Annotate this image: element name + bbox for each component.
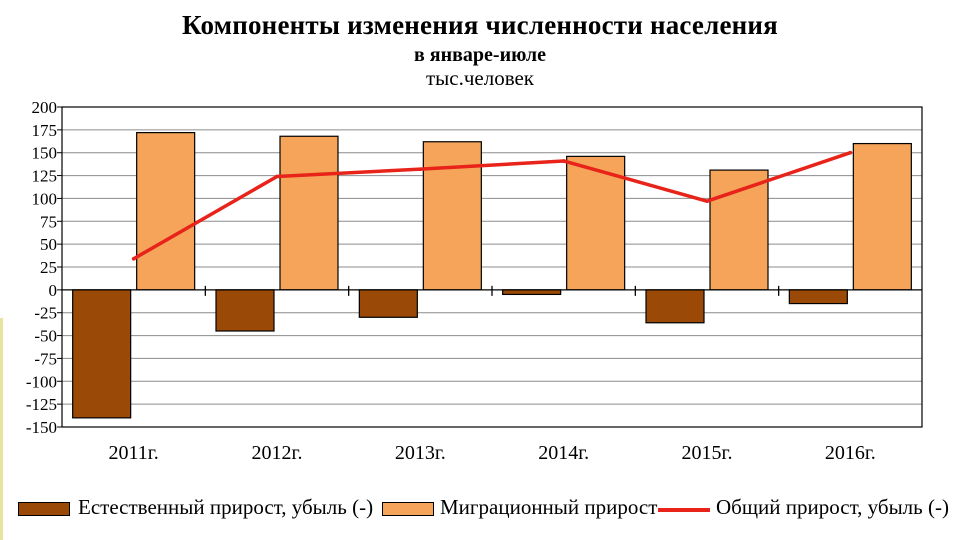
legend-line-total: [658, 508, 710, 512]
legend-label-natural: Естественный прирост, убыль (-): [78, 495, 374, 519]
point-total: [705, 199, 709, 203]
y-tick-label: -75: [34, 349, 57, 368]
bar-natural: [72, 289, 132, 419]
bar-migration: [852, 142, 912, 291]
bar-migration: [566, 155, 626, 291]
bar-natural: [215, 289, 275, 332]
chart-title: Компоненты изменения численности населен…: [182, 10, 778, 40]
legend-swatch-migration: [382, 502, 434, 516]
y-tick-label: 100: [32, 189, 58, 208]
plot-border: [61, 106, 923, 428]
point-total: [418, 167, 423, 171]
bar-natural: [645, 289, 705, 324]
y-tick-label: -50: [34, 327, 57, 346]
chart-unit: тыс.человек: [425, 66, 535, 90]
legend-item-total: Общий прирост, убыль (-): [658, 492, 958, 528]
y-tick-label: -150: [26, 418, 57, 437]
y-tick-label: 0: [49, 281, 58, 300]
point-total: [848, 150, 853, 155]
legend-item-natural: Естественный прирост, убыль (-): [18, 492, 378, 528]
left-decorative-strip: [0, 318, 3, 540]
legend-label-total: Общий прирост, убыль (-): [716, 495, 949, 519]
bar-migration: [136, 132, 196, 291]
x-tick-label: 2016г.: [825, 442, 876, 464]
bar-migration: [279, 135, 339, 291]
point-total: [561, 159, 566, 163]
chart-area: 200 175 150 125 100 75 50 25 0 -25 -50 -75 -100 -125 -…: [26, 98, 923, 464]
legend-item-migration: Миграционный прирост: [382, 492, 657, 528]
bar-migration: [709, 169, 769, 291]
y-tick-label: 75: [40, 212, 57, 231]
y-tick-label: 200: [32, 98, 58, 117]
x-tick-label: 2013г.: [395, 442, 446, 464]
chart-subtitle: в январе-июле: [413, 44, 546, 66]
point-total: [131, 256, 136, 261]
legend-label-migration: Миграционный прирост: [440, 495, 658, 519]
y-tick-label: -25: [34, 304, 57, 323]
y-tick-label: -125: [26, 395, 57, 414]
x-tick-label: 2014г.: [538, 442, 589, 464]
chart-legend: Естественный прирост, убыль (-) Миграцио…: [0, 492, 960, 528]
line-total: [131, 150, 853, 261]
x-tick-label: 2011г.: [109, 442, 159, 464]
bar-natural: [358, 289, 418, 318]
y-tick-label: 25: [40, 258, 57, 277]
y-tick-label: -100: [26, 372, 57, 391]
bar-migration: [422, 141, 482, 291]
legend-swatch-natural: [18, 502, 70, 516]
x-tick-label: 2012г.: [252, 442, 303, 464]
y-tick-label: 175: [32, 121, 58, 140]
bar-natural: [502, 289, 562, 296]
bar-natural: [788, 289, 848, 305]
point-total: [275, 174, 279, 179]
y-tick-label: 125: [32, 167, 58, 186]
y-tick-label: 150: [32, 144, 58, 163]
y-tick-label: 50: [40, 235, 57, 254]
x-tick-label: 2015г.: [682, 442, 733, 464]
